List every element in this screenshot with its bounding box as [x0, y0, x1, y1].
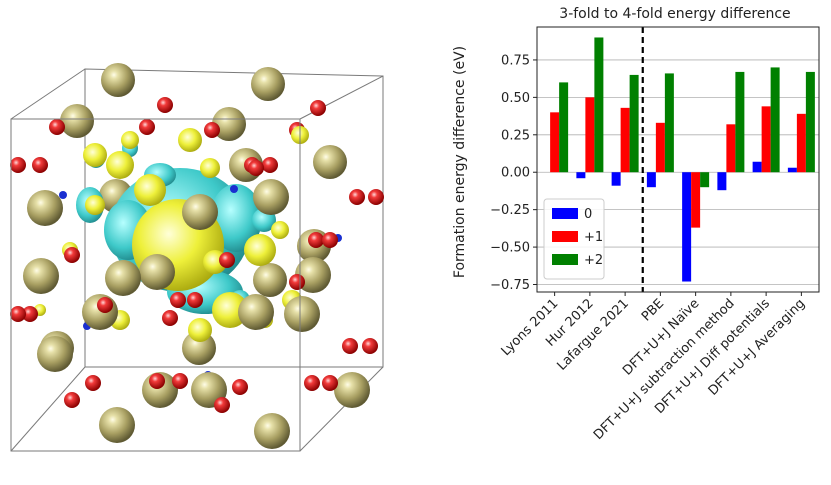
- bar-plus1-1: [585, 97, 594, 172]
- bar-plus1-0: [550, 112, 559, 172]
- bar-plus2-7: [806, 72, 815, 172]
- legend-swatch-0: [552, 208, 578, 219]
- bar-0-5: [717, 172, 726, 190]
- bar-chart: 3-fold to 4-fold energy difference Forma…: [0, 0, 831, 485]
- bar-0-6: [753, 162, 762, 172]
- bar-plus2-5: [735, 72, 744, 172]
- bar-plus2-3: [665, 73, 674, 172]
- bar-0-1: [576, 172, 585, 178]
- chart-title: 3-fold to 4-fold energy difference: [559, 6, 790, 22]
- bar-plus1-7: [797, 114, 806, 172]
- y-tick-label: −0.25: [490, 203, 530, 218]
- bar-0-4: [682, 172, 691, 281]
- legend-label-1: +1: [584, 230, 603, 245]
- bar-plus2-2: [630, 75, 639, 172]
- x-tick-label: Lyons 2011: [499, 296, 562, 359]
- y-tick-label: 0.75: [501, 53, 530, 68]
- bar-0-3: [647, 172, 656, 187]
- legend-label-0: 0: [584, 207, 592, 222]
- bar-plus1-5: [726, 124, 735, 172]
- bar-plus2-4: [700, 172, 709, 187]
- bar-plus1-4: [691, 172, 700, 227]
- y-tick-label: 0.50: [501, 91, 530, 106]
- y-tick-label: 0.00: [501, 166, 530, 181]
- legend-swatch-2: [552, 254, 578, 265]
- bar-plus1-3: [656, 123, 665, 172]
- bar-plus2-1: [594, 37, 603, 172]
- legend-swatch-1: [552, 231, 578, 242]
- bar-0-2: [612, 172, 621, 185]
- y-tick-label: 0.25: [501, 128, 530, 143]
- bar-plus2-6: [771, 67, 780, 172]
- y-tick-label: −0.75: [490, 278, 530, 293]
- y-axis-label: Formation energy difference (eV): [452, 46, 468, 278]
- bar-0-7: [788, 168, 797, 172]
- legend-label-2: +2: [584, 253, 603, 268]
- y-tick-label: −0.50: [490, 241, 530, 256]
- x-tick-label: PBE: [639, 296, 667, 324]
- bar-plus1-6: [762, 106, 771, 172]
- bar-plus1-2: [621, 108, 630, 172]
- bar-plus2-0: [559, 82, 568, 172]
